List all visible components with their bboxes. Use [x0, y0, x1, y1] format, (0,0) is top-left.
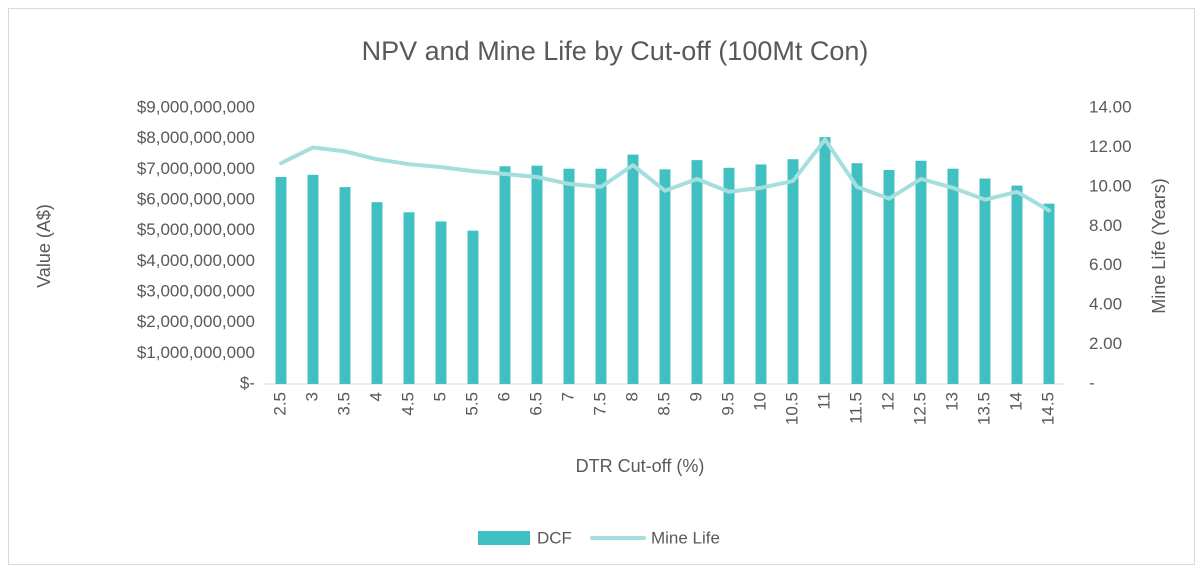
bar [819, 137, 831, 384]
bar [787, 159, 799, 384]
bar [595, 168, 607, 384]
x-tick-label: 7.5 [590, 392, 609, 416]
x-tick-label: 8 [622, 392, 641, 401]
y2-tick-label: 10.00 [1089, 176, 1132, 195]
y-tick-label: $9,000,000,000 [137, 97, 255, 116]
bar [403, 212, 415, 384]
y-axis-title: Value (A$) [34, 204, 54, 288]
y-tick-label: $3,000,000,000 [137, 281, 255, 300]
bar [339, 187, 351, 384]
x-tick-label: 13.5 [974, 392, 993, 425]
bar [499, 166, 511, 384]
x-tick-label: 12 [878, 392, 897, 411]
bar [755, 164, 767, 384]
x-tick-label: 14.5 [1038, 392, 1057, 425]
x-tick-label: 12.5 [910, 392, 929, 425]
line [279, 137, 1051, 213]
y2-tick-label: - [1089, 373, 1095, 392]
y-tick-label: $7,000,000,000 [137, 159, 255, 178]
x-tick-label: 3.5 [334, 392, 353, 416]
bar [467, 230, 479, 384]
y-tick-label: $8,000,000,000 [137, 128, 255, 147]
bar [627, 154, 639, 384]
x-tick-label: 4.5 [398, 392, 417, 416]
x-tick-label: 2.5 [270, 392, 289, 416]
bar [915, 160, 927, 384]
x-tick-label: 7 [558, 392, 577, 401]
y2-axis-title: Mine Life (Years) [1149, 178, 1169, 313]
bar [851, 163, 863, 384]
y2-tick-label: 6.00 [1089, 255, 1122, 274]
y2-tick-label: 8.00 [1089, 216, 1122, 235]
x-tick-label: 10 [750, 392, 769, 411]
bar [883, 169, 895, 384]
bar [435, 221, 447, 384]
x-tick-label: 13 [942, 392, 961, 411]
x-tick-label: 5 [430, 392, 449, 401]
x-tick-label: 6 [494, 392, 513, 401]
x-tick-label: 8.5 [654, 392, 673, 416]
bar [947, 168, 959, 384]
y-tick-label: $4,000,000,000 [137, 251, 255, 270]
x-tick-label: 9.5 [718, 392, 737, 416]
y-tick-label: $2,000,000,000 [137, 312, 255, 331]
x-tick-label: 5.5 [462, 392, 481, 416]
chart-title: NPV and Mine Life by Cut-off (100Mt Con) [362, 36, 869, 66]
y-tick-label: $1,000,000,000 [137, 343, 255, 362]
bar [563, 168, 575, 384]
bar [1043, 203, 1055, 384]
x-tick-label: 10.5 [782, 392, 801, 425]
bar [307, 174, 319, 384]
bar [531, 165, 543, 384]
x-tick-label: 11 [814, 392, 833, 410]
y2-tick-label: 4.00 [1089, 295, 1122, 314]
y2-tick-label: 12.00 [1089, 137, 1132, 156]
bar [371, 202, 383, 384]
bar [1011, 185, 1023, 384]
y2-tick-label: 2.00 [1089, 334, 1122, 353]
legend-swatch [478, 531, 530, 545]
legend-label: Mine Life [651, 528, 720, 547]
bar [659, 169, 671, 384]
x-tick-label: 9 [686, 392, 705, 401]
x-tick-label: 4 [366, 392, 385, 401]
x-axis-title: DTR Cut-off (%) [576, 456, 705, 476]
x-tick-label: 3 [302, 392, 321, 401]
x-tick-label: 14 [1006, 392, 1025, 411]
x-tick-label: 6.5 [526, 392, 545, 416]
y-tick-label: $6,000,000,000 [137, 189, 255, 208]
bar [979, 178, 991, 384]
x-tick-label: 11.5 [846, 392, 865, 424]
bar [723, 167, 735, 384]
y-tick-label: $5,000,000,000 [137, 220, 255, 239]
y-tick-label: $- [240, 373, 255, 392]
legend-label: DCF [537, 528, 572, 547]
bar [691, 160, 703, 384]
bar [275, 177, 287, 384]
y2-tick-label: 14.00 [1089, 97, 1132, 116]
